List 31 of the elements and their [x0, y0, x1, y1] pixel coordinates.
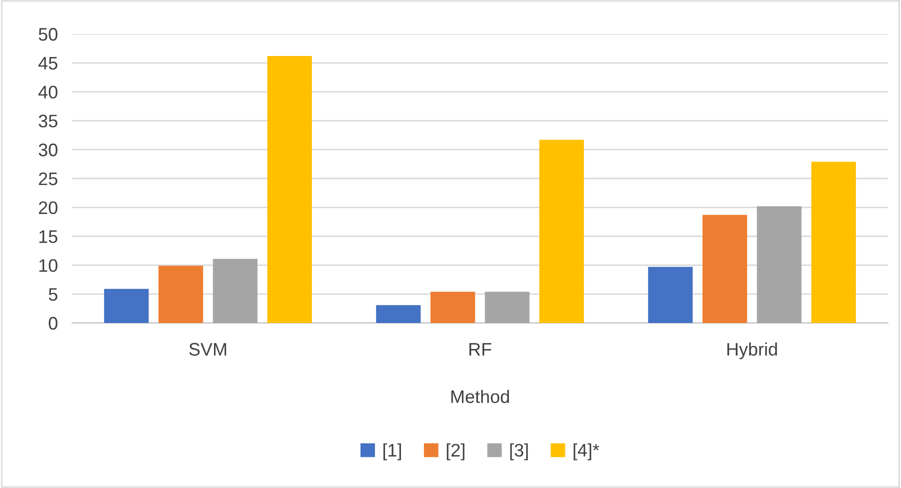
bar [430, 292, 476, 323]
bar [756, 206, 802, 323]
y-tick-label: 10 [39, 259, 58, 272]
bar [376, 305, 421, 323]
bar [212, 258, 258, 323]
bar [811, 162, 856, 323]
bar [648, 266, 693, 323]
legend-label: [1] [383, 443, 401, 460]
bar [702, 214, 748, 323]
y-tick-label: 30 [38, 144, 58, 156]
bar [104, 288, 149, 323]
bar [267, 56, 312, 323]
legend-label: [4]* [574, 443, 600, 460]
legend-label: [3] [510, 443, 528, 460]
y-tick-label: 50 [38, 28, 58, 41]
y-tick-label: 5 [48, 288, 58, 301]
y-tick-label: 15 [39, 230, 58, 244]
y-tick-label: 40 [38, 86, 58, 99]
y-tick-label: 45 [38, 57, 58, 70]
legend-label: [2] [446, 443, 464, 460]
y-tick-label: 25 [38, 172, 58, 186]
x-tick-label: Hybrid [727, 342, 777, 360]
bar [158, 266, 204, 323]
bar [539, 140, 584, 323]
x-tick-label: SVM [189, 342, 226, 356]
y-tick-label: 35 [38, 114, 58, 128]
x-tick-label: RF [469, 343, 492, 356]
bar [484, 292, 530, 323]
y-tick-label: 20 [38, 201, 58, 214]
x-axis-title: Method [451, 390, 509, 404]
y-tick-label: 0 [48, 316, 58, 330]
